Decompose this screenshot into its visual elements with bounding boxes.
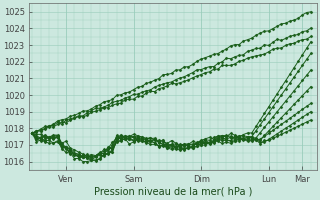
X-axis label: Pression niveau de la mer( hPa ): Pression niveau de la mer( hPa ) xyxy=(94,187,252,197)
